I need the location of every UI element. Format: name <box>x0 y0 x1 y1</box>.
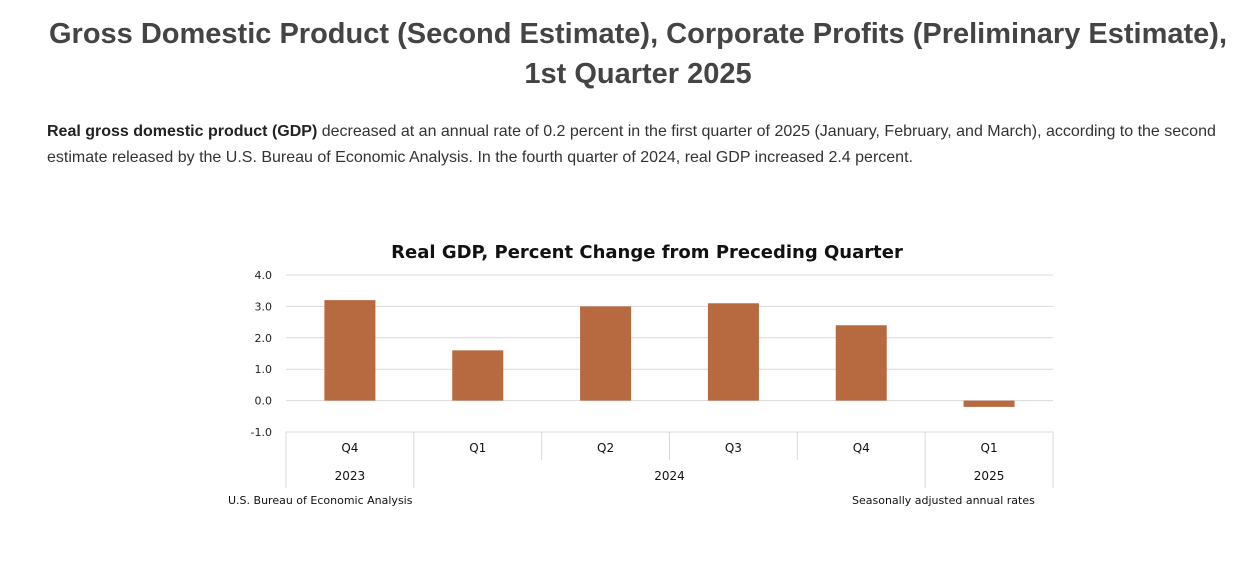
x-category-label: Q3 <box>725 441 742 455</box>
x-year-label: 2025 <box>974 469 1005 483</box>
y-tick-label: 4.0 <box>255 269 273 282</box>
y-tick-label: 2.0 <box>255 332 273 345</box>
page-title-line2: 1st Quarter 2025 <box>524 58 752 90</box>
rate-note: Seasonally adjusted annual rates <box>852 494 1035 507</box>
chart-bars <box>324 300 1015 407</box>
y-tick-label: 0.0 <box>255 395 273 408</box>
bar <box>452 350 504 401</box>
chart-title: Real GDP, Percent Change from Preceding … <box>391 242 903 263</box>
page-title: Gross Domestic Product (Second Estimate)… <box>40 14 1236 94</box>
chart-x-axis: Q4 Q1 Q2 Q3 Q4 Q1 2023 2024 2025 <box>285 432 1054 488</box>
intro-text: decreased at an annual rate of 0.2 perce… <box>47 123 1216 166</box>
x-year-label: 2024 <box>654 469 685 483</box>
x-category-label: Q4 <box>341 441 358 455</box>
y-tick-label: 1.0 <box>255 363 273 376</box>
x-category-label: Q4 <box>853 441 870 455</box>
chart-y-axis: 4.0 3.0 2.0 1.0 0.0 -1.0 <box>251 269 272 439</box>
bar <box>963 400 1015 407</box>
chart-gridlines <box>286 274 1053 433</box>
source-note: U.S. Bureau of Economic Analysis <box>228 494 413 507</box>
bar <box>324 300 376 401</box>
x-year-label: 2023 <box>335 469 366 483</box>
bar <box>707 303 759 401</box>
bar <box>835 325 887 401</box>
y-tick-label: -1.0 <box>251 426 272 439</box>
page-title-line1: Gross Domestic Product (Second Estimate)… <box>48 18 1227 50</box>
x-category-label: Q1 <box>981 441 998 455</box>
intro-bold-term: Real gross domestic product (GDP) <box>47 123 318 140</box>
intro-paragraph: Real gross domestic product (GDP) decrea… <box>47 119 1237 171</box>
x-category-label: Q1 <box>469 441 486 455</box>
x-category-label: Q2 <box>597 441 614 455</box>
bar <box>580 306 632 401</box>
y-tick-label: 3.0 <box>255 300 273 313</box>
